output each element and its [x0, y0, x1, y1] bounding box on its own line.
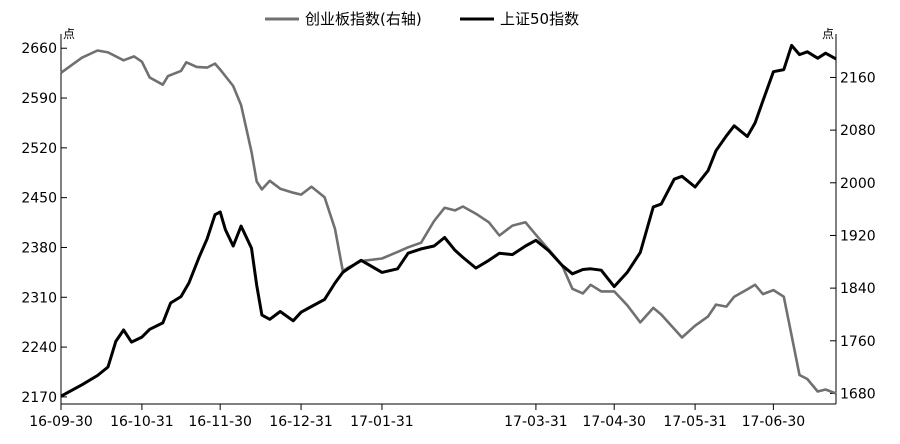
x-tick-label: 16-12-31 [269, 414, 333, 430]
legend-label: 创业板指数(右轴) [305, 10, 422, 28]
legend-label: 上证50指数 [500, 10, 579, 28]
right-tick-label: 2080 [840, 123, 876, 139]
x-tick-label: 17-05-31 [663, 414, 727, 430]
left-axis-unit: 点 [63, 27, 75, 41]
x-tick-label: 17-01-31 [350, 414, 414, 430]
left-tick-label: 2310 [21, 290, 57, 306]
right-tick-label: 2000 [840, 176, 876, 192]
right-tick-label: 2160 [840, 70, 876, 86]
series-layer [60, 43, 837, 398]
series-line-sse50 [60, 43, 837, 398]
right-tick-label: 1760 [840, 334, 876, 350]
left-tick-label: 2240 [21, 340, 57, 356]
x-tick-label: 16-09-30 [29, 414, 93, 430]
left-tick-label: 2170 [21, 390, 57, 406]
left-tick-label: 2520 [21, 141, 57, 157]
left-tick-label: 2590 [21, 91, 57, 107]
right-tick-label: 1840 [840, 281, 876, 297]
legend: 创业板指数(右轴) 上证50指数 [265, 10, 579, 28]
x-tick-label: 17-03-31 [504, 414, 568, 430]
x-tick-label: 16-11-30 [188, 414, 252, 430]
series-line-chinext [60, 49, 837, 395]
left-tick-label: 2380 [21, 240, 57, 256]
x-tick-label: 17-06-30 [742, 414, 806, 430]
left-tick-label: 2660 [21, 41, 57, 57]
left-tick-label: 2450 [21, 191, 57, 207]
right-tick-label: 1920 [840, 228, 876, 244]
x-tick-label: 17-04-30 [582, 414, 646, 430]
axes: 点 点 2170 2240 2310 2380 2450 2520 2590 2660 1680 17… [21, 27, 875, 430]
right-axis-unit: 点 [822, 27, 834, 41]
x-tick-label: 16-10-31 [110, 414, 174, 430]
right-tick-label: 1680 [840, 386, 876, 402]
